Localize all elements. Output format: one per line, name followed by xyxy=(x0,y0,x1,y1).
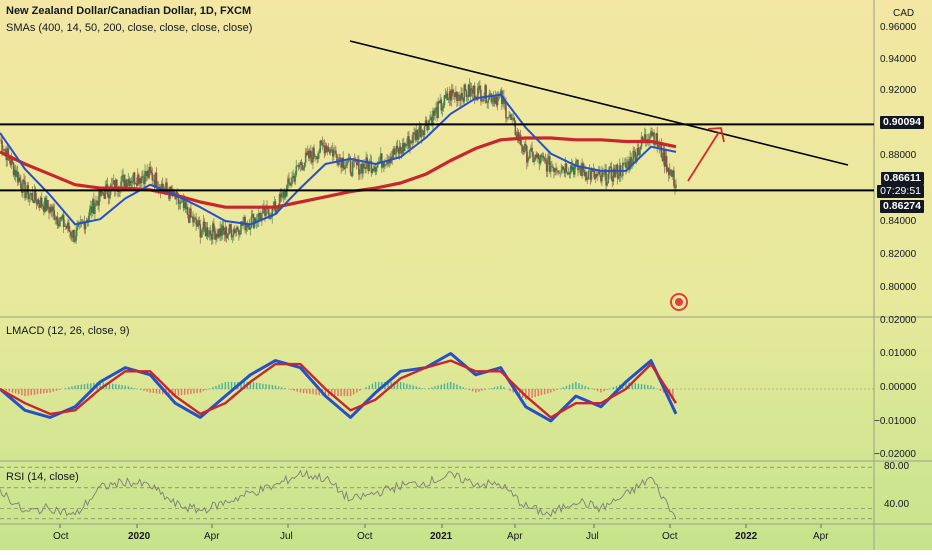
rsi-axis-tick: 80.00 xyxy=(884,461,910,472)
lmacd-signal-line xyxy=(0,359,678,419)
time-axis-label: Oct xyxy=(357,531,373,542)
price-axis-tick: 0.82000 xyxy=(880,249,917,260)
price-axis-tick: 0.88000 xyxy=(880,150,917,161)
rsi-legend: RSI (14, close) xyxy=(6,471,79,483)
price-axis-tick: 0.80000 xyxy=(880,282,917,293)
time-axis-label: Oct xyxy=(53,531,69,542)
forecast-arrow-shaft xyxy=(687,131,720,182)
lower-line-price-tag: 0.86274 xyxy=(880,200,924,213)
time-axis-label: Oct xyxy=(662,531,678,542)
time-axis-label: 2020 xyxy=(128,531,151,542)
price-axis-currency: CAD xyxy=(893,8,915,19)
sma-200-line xyxy=(0,136,677,209)
time-axis-label: Apr xyxy=(813,531,829,542)
forecast-arrow-head xyxy=(707,127,725,143)
trendline xyxy=(349,40,849,166)
lmacd-axis-tick: 0.02000 xyxy=(880,315,917,326)
upper-line-price-tag: 0.90094 xyxy=(880,116,924,129)
sma-50-line xyxy=(0,93,677,226)
lmacd-axis-tick: 0.00000 xyxy=(880,382,917,393)
time-axis-label: Apr xyxy=(507,531,523,542)
price-axis-tick: 0.92000 xyxy=(880,85,917,96)
lmacd-axis-tick: −0.01000 xyxy=(874,416,916,427)
lmacd-axis-tick: 0.01000 xyxy=(880,348,917,359)
price-axis-tick: 0.84000 xyxy=(880,216,917,227)
rsi-line xyxy=(0,469,677,519)
price-axis-tick: 0.94000 xyxy=(880,54,917,65)
lmacd-legend: LMACD (12, 26, close, 9) xyxy=(6,325,130,337)
time-axis-label: 2021 xyxy=(430,531,453,542)
currency-flag-icon[interactable] xyxy=(670,293,688,311)
flag-dot-icon xyxy=(675,298,683,306)
bar-countdown-tag: 07:29:51 xyxy=(877,185,924,198)
last-price-tag: 0.86611 xyxy=(880,172,924,185)
sma-legend: SMAs (400, 14, 50, 200, close, close, cl… xyxy=(6,22,253,34)
time-axis-label: Jul xyxy=(280,531,293,542)
time-axis-label: Apr xyxy=(204,531,220,542)
time-axis-label: 2022 xyxy=(735,531,758,542)
rsi-axis-tick: 40.00 xyxy=(884,499,910,510)
time-axis-label: Jul xyxy=(586,531,599,542)
price-axis-tick: 0.96000 xyxy=(880,22,917,33)
chart-title: New Zealand Dollar/Canadian Dollar, 1D, … xyxy=(6,5,252,17)
lmacd-axis-tick: −0.02000 xyxy=(874,449,916,460)
lmacd-macd-line xyxy=(0,352,678,423)
